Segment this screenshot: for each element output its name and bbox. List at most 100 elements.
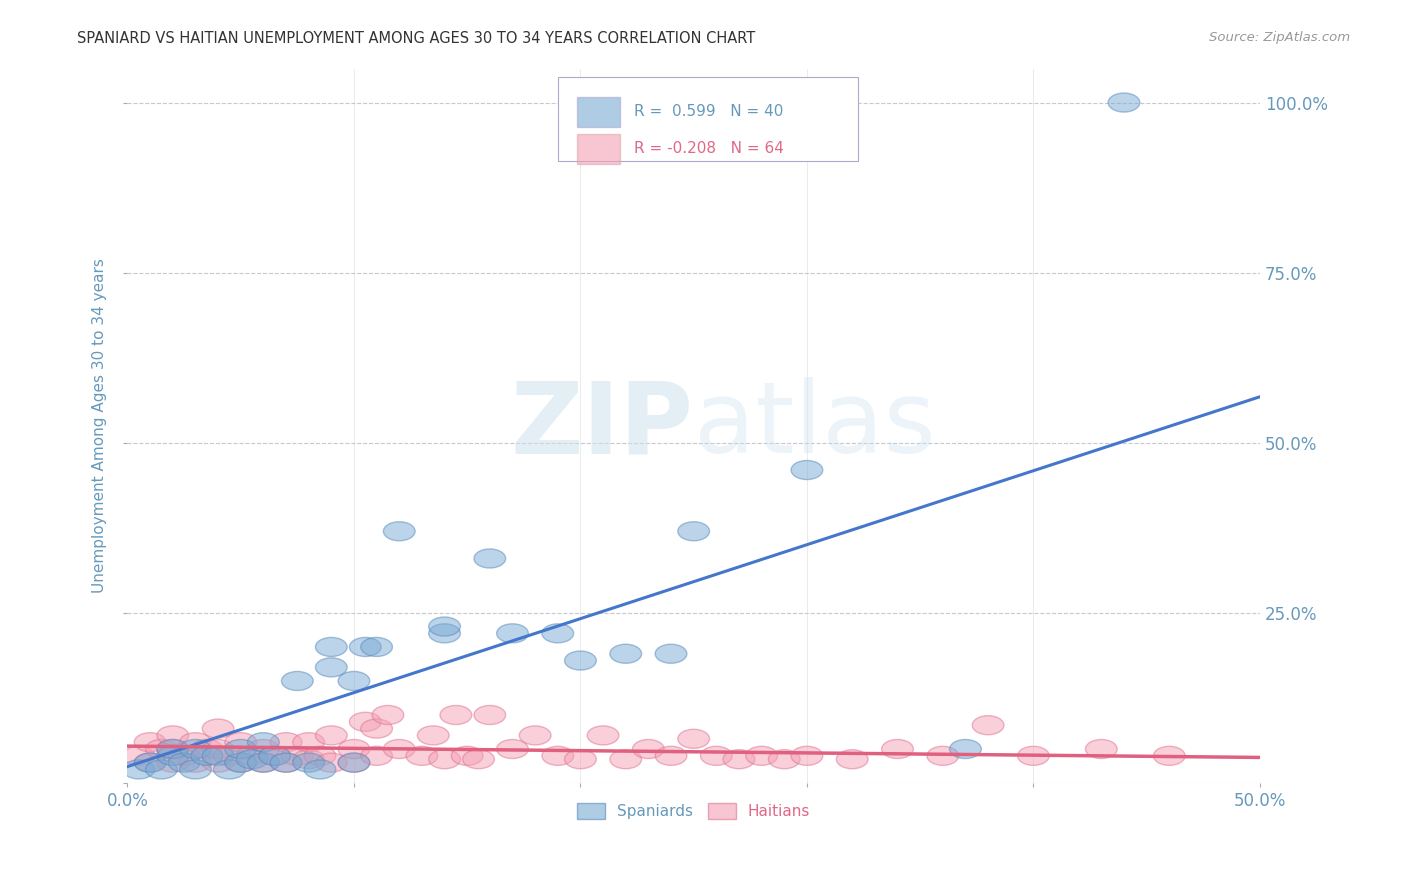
Ellipse shape bbox=[292, 749, 325, 769]
Ellipse shape bbox=[236, 749, 269, 769]
Ellipse shape bbox=[236, 747, 269, 765]
Ellipse shape bbox=[440, 706, 472, 724]
Ellipse shape bbox=[191, 747, 222, 765]
Ellipse shape bbox=[304, 760, 336, 779]
Ellipse shape bbox=[882, 739, 914, 758]
Ellipse shape bbox=[157, 753, 188, 772]
Ellipse shape bbox=[134, 753, 166, 772]
Ellipse shape bbox=[315, 638, 347, 657]
Ellipse shape bbox=[281, 747, 314, 765]
Ellipse shape bbox=[361, 719, 392, 738]
Ellipse shape bbox=[259, 747, 291, 765]
Ellipse shape bbox=[655, 747, 688, 765]
Ellipse shape bbox=[588, 726, 619, 745]
Ellipse shape bbox=[496, 739, 529, 758]
Ellipse shape bbox=[541, 747, 574, 765]
Ellipse shape bbox=[474, 549, 506, 568]
Ellipse shape bbox=[418, 726, 449, 745]
Ellipse shape bbox=[225, 739, 256, 758]
Ellipse shape bbox=[315, 657, 347, 677]
Ellipse shape bbox=[157, 726, 188, 745]
Ellipse shape bbox=[927, 747, 959, 765]
Ellipse shape bbox=[384, 522, 415, 541]
Ellipse shape bbox=[247, 732, 280, 752]
Text: Source: ZipAtlas.com: Source: ZipAtlas.com bbox=[1209, 31, 1350, 45]
Ellipse shape bbox=[519, 726, 551, 745]
Ellipse shape bbox=[1018, 747, 1049, 765]
Ellipse shape bbox=[792, 460, 823, 480]
Ellipse shape bbox=[225, 732, 256, 752]
Ellipse shape bbox=[146, 760, 177, 779]
Ellipse shape bbox=[270, 732, 302, 752]
Ellipse shape bbox=[678, 730, 710, 748]
Ellipse shape bbox=[361, 747, 392, 765]
Ellipse shape bbox=[157, 747, 188, 765]
Ellipse shape bbox=[259, 747, 291, 765]
Ellipse shape bbox=[292, 732, 325, 752]
Text: SPANIARD VS HAITIAN UNEMPLOYMENT AMONG AGES 30 TO 34 YEARS CORRELATION CHART: SPANIARD VS HAITIAN UNEMPLOYMENT AMONG A… bbox=[77, 31, 755, 46]
Ellipse shape bbox=[157, 739, 188, 758]
Ellipse shape bbox=[1153, 747, 1185, 765]
Ellipse shape bbox=[655, 644, 688, 664]
Ellipse shape bbox=[1085, 739, 1118, 758]
Ellipse shape bbox=[214, 747, 245, 765]
Text: R = -0.208   N = 64: R = -0.208 N = 64 bbox=[634, 141, 783, 156]
Ellipse shape bbox=[678, 522, 710, 541]
Ellipse shape bbox=[610, 644, 641, 664]
Ellipse shape bbox=[769, 749, 800, 769]
Text: ZIP: ZIP bbox=[510, 377, 693, 475]
Ellipse shape bbox=[225, 753, 256, 772]
Ellipse shape bbox=[837, 749, 868, 769]
Ellipse shape bbox=[191, 739, 222, 758]
Ellipse shape bbox=[202, 719, 233, 738]
Text: atlas: atlas bbox=[693, 377, 935, 475]
Ellipse shape bbox=[745, 747, 778, 765]
Ellipse shape bbox=[474, 706, 506, 724]
Legend: Spaniards, Haitians: Spaniards, Haitians bbox=[571, 797, 817, 825]
Ellipse shape bbox=[122, 747, 155, 765]
Ellipse shape bbox=[247, 753, 280, 772]
Ellipse shape bbox=[406, 747, 437, 765]
Ellipse shape bbox=[157, 739, 188, 758]
Ellipse shape bbox=[350, 713, 381, 731]
Ellipse shape bbox=[315, 726, 347, 745]
Ellipse shape bbox=[270, 753, 302, 772]
Ellipse shape bbox=[610, 749, 641, 769]
Ellipse shape bbox=[337, 739, 370, 758]
Ellipse shape bbox=[225, 753, 256, 772]
Ellipse shape bbox=[361, 638, 392, 657]
Ellipse shape bbox=[122, 760, 155, 779]
Ellipse shape bbox=[180, 732, 211, 752]
Ellipse shape bbox=[337, 753, 370, 772]
Ellipse shape bbox=[384, 739, 415, 758]
Ellipse shape bbox=[429, 749, 460, 769]
Ellipse shape bbox=[292, 753, 325, 772]
Ellipse shape bbox=[247, 753, 280, 772]
Ellipse shape bbox=[315, 753, 347, 772]
Ellipse shape bbox=[949, 739, 981, 758]
Ellipse shape bbox=[202, 747, 233, 765]
Ellipse shape bbox=[792, 747, 823, 765]
Ellipse shape bbox=[169, 753, 200, 772]
Ellipse shape bbox=[1108, 93, 1140, 112]
Ellipse shape bbox=[373, 706, 404, 724]
Ellipse shape bbox=[202, 753, 233, 772]
Ellipse shape bbox=[202, 739, 233, 758]
Ellipse shape bbox=[337, 753, 370, 772]
Ellipse shape bbox=[281, 672, 314, 690]
Ellipse shape bbox=[180, 760, 211, 779]
Ellipse shape bbox=[496, 624, 529, 643]
Ellipse shape bbox=[214, 760, 245, 779]
Ellipse shape bbox=[723, 749, 755, 769]
Ellipse shape bbox=[633, 739, 664, 758]
Ellipse shape bbox=[146, 739, 177, 758]
Ellipse shape bbox=[541, 624, 574, 643]
Ellipse shape bbox=[337, 672, 370, 690]
Ellipse shape bbox=[180, 753, 211, 772]
Ellipse shape bbox=[247, 739, 280, 758]
FancyBboxPatch shape bbox=[576, 134, 620, 163]
Ellipse shape bbox=[700, 747, 733, 765]
Ellipse shape bbox=[350, 638, 381, 657]
Ellipse shape bbox=[565, 749, 596, 769]
Ellipse shape bbox=[463, 749, 495, 769]
